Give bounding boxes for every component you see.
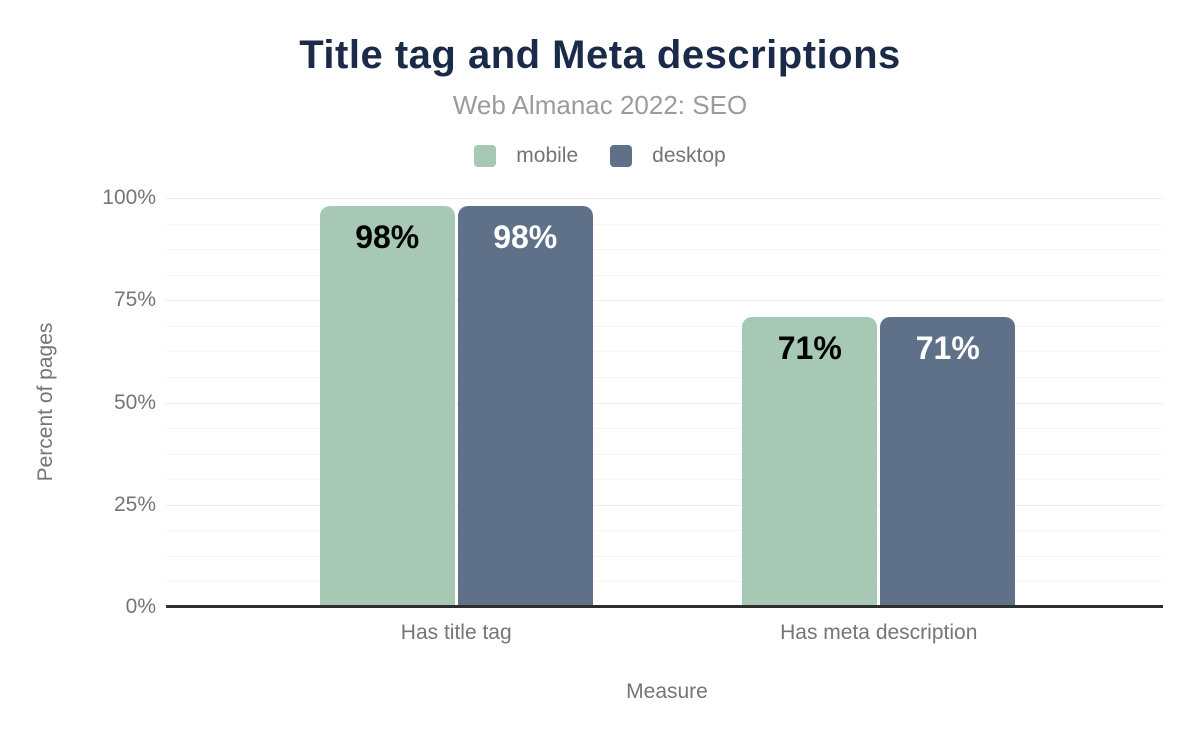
plot-area: 98% 98% 71% 71% xyxy=(166,198,1163,608)
bar-mobile-has-title-tag: 98% xyxy=(319,206,455,607)
bar-desktop-has-meta-description: 71% xyxy=(880,316,1016,607)
chart-title: Title tag and Meta descriptions xyxy=(299,33,901,77)
minor-gridline xyxy=(166,274,1163,276)
bar-value-label: 98% xyxy=(493,219,558,256)
legend-item-mobile: mobile xyxy=(474,144,578,168)
minor-gridline xyxy=(166,351,1163,353)
minor-gridline xyxy=(166,530,1163,532)
y-tick-label-75: 75% xyxy=(113,288,156,312)
bar-mobile-has-meta-description: 71% xyxy=(742,316,878,607)
y-tick-label-0: 0% xyxy=(125,595,156,618)
chart-subtitle: Web Almanac 2022: SEO xyxy=(452,90,748,120)
minor-gridline xyxy=(166,428,1163,430)
major-gridline xyxy=(166,504,1163,506)
minor-gridline xyxy=(166,479,1163,481)
bar-value-label: 71% xyxy=(777,329,842,366)
minor-gridline xyxy=(166,223,1163,225)
x-category-label-2: Has meta description xyxy=(780,621,978,644)
x-axis-line xyxy=(166,605,1163,608)
minor-gridline xyxy=(166,376,1163,378)
major-gridline xyxy=(166,300,1163,302)
minor-gridline xyxy=(166,581,1163,583)
minor-gridline xyxy=(166,325,1163,327)
minor-gridline xyxy=(166,249,1163,251)
major-gridline xyxy=(166,198,1163,199)
bar-desktop-has-title-tag: 98% xyxy=(457,206,593,607)
minor-gridline xyxy=(166,453,1163,455)
x-category-label-1: Has title tag xyxy=(400,621,512,644)
y-axis-tick-labels: 0% 25% 50% 75% 100% xyxy=(0,186,156,618)
x-axis-title: Measure xyxy=(626,680,708,703)
legend-swatch-desktop xyxy=(610,145,633,167)
y-tick-label-100: 100% xyxy=(102,186,156,209)
legend-label-desktop: desktop xyxy=(652,144,726,167)
y-tick-label-50: 50% xyxy=(113,390,156,414)
legend-label-mobile: mobile xyxy=(516,144,579,167)
minor-gridline xyxy=(166,555,1163,557)
legend-swatch-mobile xyxy=(474,145,497,167)
major-gridline xyxy=(166,402,1163,404)
legend-item-desktop: desktop xyxy=(610,144,726,168)
bar-value-label: 71% xyxy=(915,329,980,366)
bar-value-label: 98% xyxy=(355,219,420,256)
y-tick-label-25: 25% xyxy=(113,492,156,516)
legend: mobile desktop xyxy=(0,144,1200,168)
